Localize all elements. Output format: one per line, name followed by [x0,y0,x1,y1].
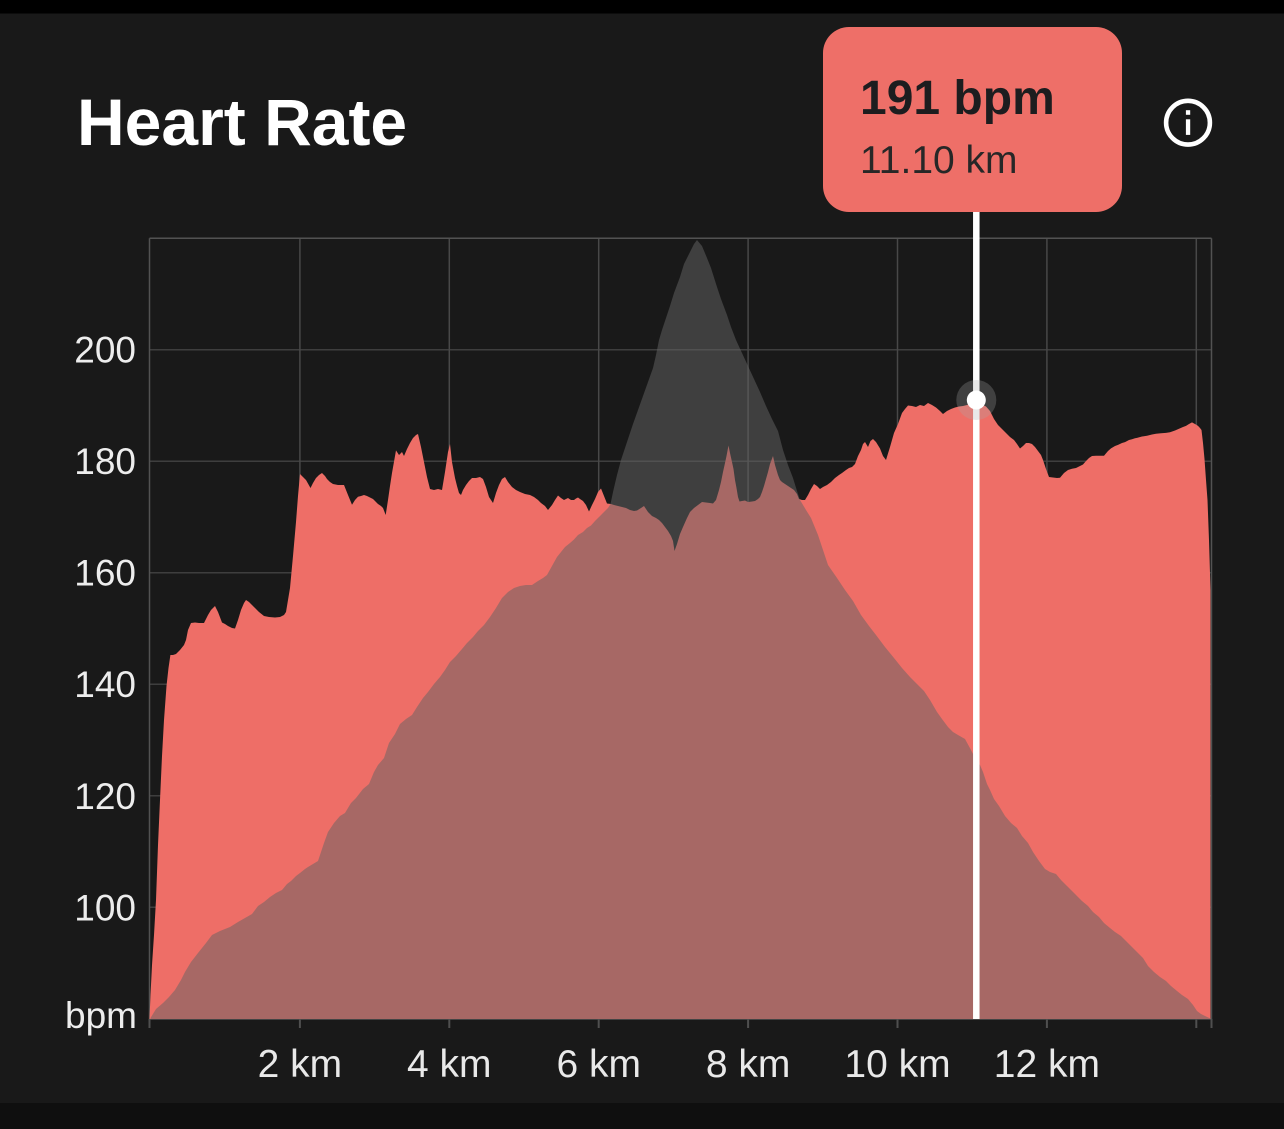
svg-text:4 km: 4 km [407,1043,492,1086]
svg-text:11.10 km: 11.10 km [860,139,1018,182]
svg-text:8 km: 8 km [706,1043,791,1086]
svg-text:160: 160 [74,553,136,594]
svg-text:200: 200 [74,330,136,371]
svg-text:6 km: 6 km [556,1043,641,1086]
svg-text:Heart Rate: Heart Rate [77,85,407,159]
svg-text:2 km: 2 km [258,1043,343,1086]
svg-text:180: 180 [74,441,136,482]
svg-text:120: 120 [74,776,136,817]
svg-text:100: 100 [74,887,136,928]
svg-text:191 bpm: 191 bpm [860,72,1055,125]
svg-text:10 km: 10 km [844,1043,950,1086]
svg-text:140: 140 [74,664,136,705]
svg-text:bpm: bpm [65,995,137,1036]
svg-text:12 km: 12 km [994,1043,1100,1086]
